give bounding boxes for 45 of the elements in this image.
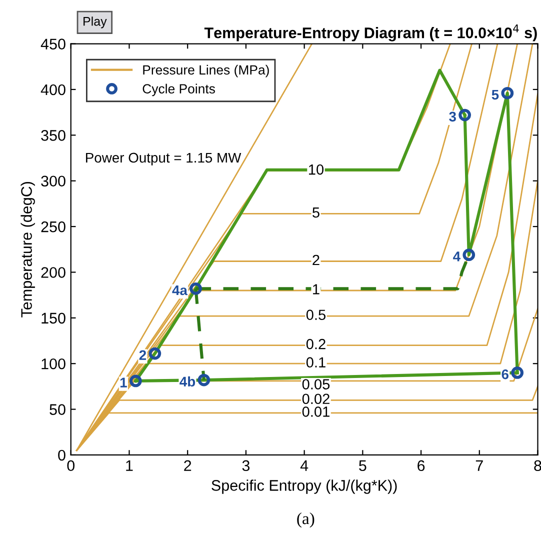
y-tick-label: 200: [41, 267, 66, 278]
text: Play: [84, 16, 107, 28]
annotation: 1: [313, 284, 320, 294]
y-axis-title: Temperature (degC): [20, 182, 35, 318]
legend-label: Cycle Points: [142, 84, 215, 96]
y-tick-label: 100: [42, 358, 66, 370]
y-tick-label: 250: [41, 221, 66, 232]
y-tick-label: 450: [40, 38, 66, 50]
annotation: 5: [312, 207, 320, 218]
x-tick-label: 5: [359, 460, 366, 472]
x-tick-label: 0: [67, 460, 75, 472]
annotation: 4a: [172, 285, 188, 296]
annotation: 6: [502, 369, 508, 380]
x-tick-label: 7: [476, 460, 483, 471]
y-tick-label: 400: [40, 84, 66, 96]
x-tick-label: 1: [126, 460, 133, 471]
y-tick-label: 150: [42, 312, 66, 324]
legend-label: Pressure Lines (MPa): [143, 64, 269, 78]
annotation: 2: [139, 350, 146, 360]
y-tick-label: 350: [41, 130, 66, 141]
annotation: 0.01: [302, 406, 330, 417]
annotation: 4: [453, 252, 460, 262]
annotation: 0.5: [306, 310, 326, 320]
x-tick-label: 2: [184, 460, 192, 471]
text: (a): [297, 512, 314, 528]
annotation: 4b: [180, 376, 196, 387]
y-tick-label: 300: [41, 176, 66, 187]
annotation: 0.1: [306, 357, 326, 368]
y-tick-label: 50: [50, 404, 66, 415]
x-tick-label: 8: [534, 460, 541, 472]
annotation: 0.05: [302, 379, 330, 390]
x-tick-label: 3: [242, 460, 250, 472]
annotation: 1: [120, 378, 127, 388]
annotation: 3: [449, 112, 456, 122]
y-tick-label: 0: [58, 450, 66, 461]
x-tick-label: 4: [300, 460, 308, 471]
annotation: 0.02: [302, 394, 330, 404]
x-tick-label: 6: [418, 460, 425, 472]
chart-title: Temperature-Entropy Diagram (t = 10.0×10$^{4}$ s): [204, 24, 537, 42]
x-axis-title: Specific Entropy (kJ/(kg*K)): [212, 480, 397, 494]
annotation: Power Output = 1.15 MW: [86, 152, 242, 166]
annotation: 0.2: [306, 338, 326, 350]
annotation: 2: [312, 254, 320, 266]
annotation: 10: [308, 164, 324, 175]
annotation: 5: [492, 90, 499, 100]
